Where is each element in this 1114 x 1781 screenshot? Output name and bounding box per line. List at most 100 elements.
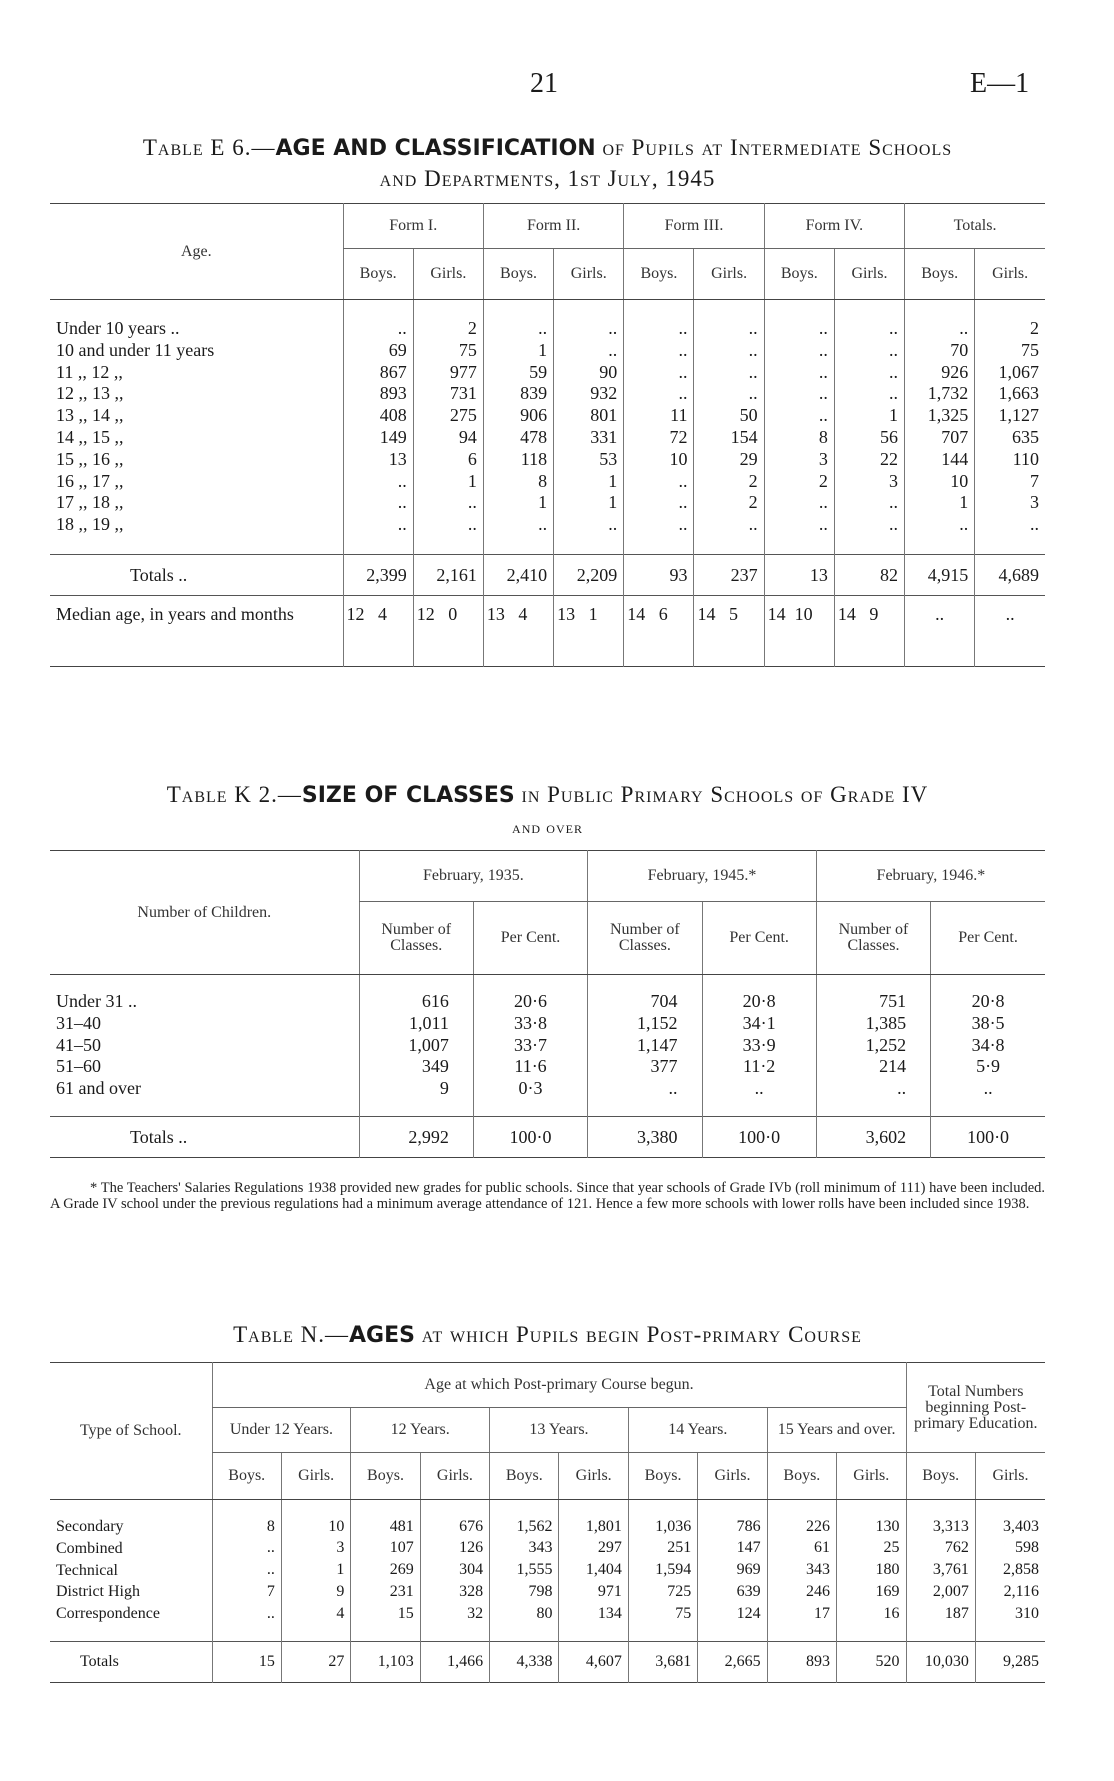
table-cell: 110: [974, 448, 1045, 471]
group-header: Under 12 Years.: [211, 1407, 351, 1453]
table-cell: ..: [763, 405, 835, 427]
table-cell: 481: [350, 1516, 421, 1538]
table-cell: 3: [280, 1537, 351, 1560]
table-cell: 1,663: [974, 383, 1045, 406]
table-cell: 6: [412, 448, 484, 471]
header-row-groups: Under 12 Years. 12 Years. 13 Years. 14 Year…: [50, 1407, 1045, 1453]
table-cell: 275: [412, 405, 484, 427]
subheader: Number of Classes.: [587, 901, 702, 975]
spacer-cell: [974, 299, 1045, 318]
row-label: 13 ,, 14 ,,: [56, 405, 124, 426]
table-cell: 3,313: [905, 1516, 976, 1538]
table-cell: 786: [697, 1516, 768, 1538]
table-cell: 1,147: [587, 1034, 702, 1057]
spacer-cell: [553, 299, 624, 318]
table-cell: 839: [482, 383, 554, 406]
table-cell: 977: [412, 361, 484, 384]
table-cell: 2: [412, 318, 484, 340]
table-cell: 9: [280, 1581, 351, 1604]
subheader: Boys.: [489, 1452, 559, 1500]
spacer-cell: [419, 1499, 490, 1516]
title-prefix: Table K 2.—: [166, 782, 302, 807]
group-header: February, 1945.*: [587, 850, 817, 902]
table-cell: 226: [766, 1516, 837, 1538]
spacer-cell: [930, 974, 1045, 991]
spacer-cell: [489, 1624, 559, 1642]
table-cell: ..: [623, 339, 694, 362]
spacer-cell: [50, 975, 359, 992]
spacer-cell: [766, 1624, 837, 1642]
table-cell: 75: [627, 1603, 698, 1625]
spacer-cell: [836, 1624, 907, 1642]
super-header: Age at which Post-primary Course begun.: [211, 1362, 907, 1408]
table-row: 16 ,, 17 ,,.. 1 8 1.. 2 2 3 10 7: [50, 470, 1045, 493]
totals-cell: 1,103: [350, 1640, 421, 1683]
table-row: 14 ,, 15 ,, 149 94 478 331 72 154 8 56 707 635: [50, 426, 1045, 449]
row-label: Combined: [56, 1539, 123, 1557]
title-bold: AGES: [349, 1323, 415, 1348]
table-cell: ..: [553, 339, 624, 362]
table-cell: 34·1: [701, 1012, 817, 1035]
spacer-cell: [815, 1099, 931, 1117]
group-header: Form IV.: [763, 203, 905, 249]
table-cell: 13: [342, 448, 414, 471]
spacer-cell: [482, 299, 554, 318]
totals-cell: 2,209: [553, 553, 624, 596]
table-cell: 704: [587, 991, 702, 1013]
spacer-cell: [701, 1099, 817, 1117]
group-header: 12 Years.: [350, 1407, 490, 1453]
table-cell: 349: [358, 1056, 474, 1079]
median-cell: 13 1: [553, 594, 624, 667]
median-cell: 14 10: [763, 594, 835, 667]
table-row: Under 31 .. 616 20·6 704 20·8 751 20·8: [50, 991, 1045, 1013]
spacer-cell: [50, 300, 343, 319]
spacer-cell: [904, 299, 975, 318]
table-row: 11 ,, 12 ,, 867 977 59 90........ 926 1,067: [50, 361, 1045, 384]
group-header: Totals.: [904, 203, 1045, 249]
median-label: Median age, in years and months: [50, 594, 344, 667]
table-cell: 169: [836, 1581, 907, 1604]
spacer-cell: [836, 1499, 907, 1516]
table-row: 12 ,, 13 ,, 893 731 839 932........ 1,732 1,66…: [50, 383, 1045, 406]
spacer-cell: [50, 1625, 212, 1642]
table-cell: ..: [763, 318, 835, 340]
table-cell: 20·6: [472, 991, 588, 1013]
subheader: Girls.: [558, 1452, 629, 1500]
table-cell: 707: [904, 426, 975, 449]
totals-cell: 4,607: [558, 1640, 629, 1683]
table-cell: 2: [763, 470, 835, 493]
table-cell: ..: [833, 318, 905, 340]
subheader: Boys.: [627, 1452, 698, 1500]
table-cell: ..: [833, 492, 905, 515]
table-row: Combined.. 3 107 126 343 297 251 147 61 25 762 598: [50, 1537, 1045, 1560]
spacer-cell: [905, 1624, 976, 1642]
row-label: 41–50: [56, 1034, 101, 1055]
spacer-cell: [627, 1499, 698, 1516]
group-header: Form I.: [342, 203, 484, 249]
title-line2: and over: [512, 818, 583, 837]
subheader: Boys.: [342, 248, 414, 300]
spacer-cell: [211, 1499, 282, 1516]
group-header: February, 1935.: [358, 850, 588, 902]
table-cell: 1,067: [974, 361, 1045, 384]
title-line2: and Departments, 1st July, 1945: [379, 166, 716, 191]
spacer-cell: [472, 1099, 588, 1117]
table-cell: 22: [833, 448, 905, 471]
table-cell: 4: [280, 1603, 351, 1625]
table-cell: 61: [766, 1537, 837, 1560]
spacer-cell: [833, 299, 905, 318]
page-reference: E—1: [970, 68, 1030, 99]
table-cell: 15: [350, 1603, 421, 1625]
table-row: 51–60 349 11·6 377 11·2 214 5·9: [50, 1056, 1045, 1079]
table-cell: 906: [482, 405, 554, 427]
spacer-cell: [358, 1099, 474, 1117]
table-cell: 676: [419, 1516, 490, 1538]
spacer-cell: [280, 1624, 351, 1642]
spacer-cell: [693, 535, 765, 555]
table-cell: 1: [904, 492, 975, 515]
subheader: Boys.: [350, 1452, 421, 1500]
row-label: 16 ,, 17 ,,: [56, 470, 124, 491]
spacer-cell: [350, 1499, 421, 1516]
table-cell: 3,403: [974, 1516, 1045, 1538]
median-cell: 14 6: [623, 594, 694, 667]
